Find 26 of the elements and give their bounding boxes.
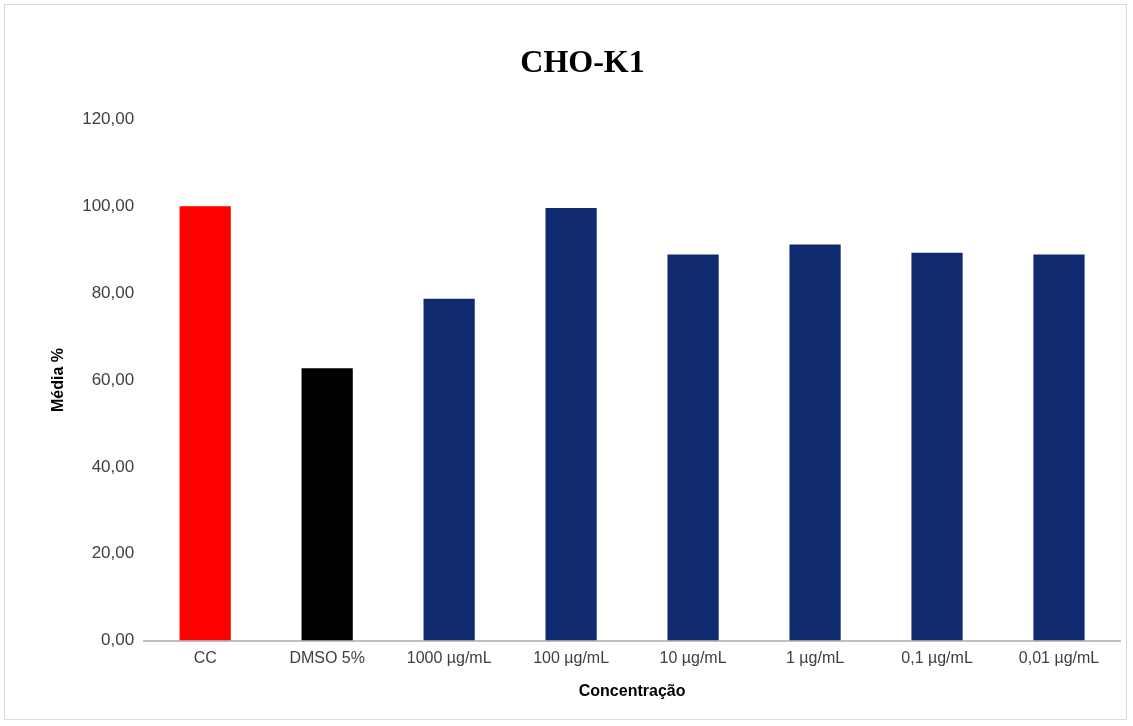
x-tick-label: 1 µg/mL	[785, 648, 845, 666]
x-tick-label: CC	[193, 648, 217, 666]
x-tick-label: DMSO 5%	[289, 648, 365, 666]
x-axis-title: Concentração	[578, 681, 686, 699]
y-tick-label: 20,00	[91, 543, 135, 563]
y-tick-label: 40,00	[91, 456, 135, 476]
bar	[911, 252, 963, 641]
x-tick-label: 10 µg/mL	[659, 648, 727, 666]
x-tick-label: 1000 µg/mL	[406, 648, 492, 666]
y-tick-label: 120,00	[82, 109, 135, 129]
bar	[545, 208, 597, 641]
bar	[1033, 254, 1085, 641]
x-tick-label: 0,01 µg/mL	[1018, 648, 1100, 666]
x-tick-label: 0,1 µg/mL	[901, 648, 973, 666]
bar	[423, 298, 475, 641]
bar	[789, 244, 841, 641]
y-tick-label: 80,00	[91, 282, 135, 302]
x-tick-label: 100 µg/mL	[533, 648, 610, 666]
chart-title: CHO-K1	[520, 43, 645, 80]
y-tick-label: 0,00	[101, 630, 135, 650]
bar	[667, 254, 719, 641]
bar	[301, 368, 353, 641]
y-tick-label: 100,00	[82, 195, 135, 215]
y-axis-title: Média %	[49, 347, 67, 413]
bar	[179, 206, 231, 641]
y-tick-label: 60,00	[91, 369, 135, 389]
